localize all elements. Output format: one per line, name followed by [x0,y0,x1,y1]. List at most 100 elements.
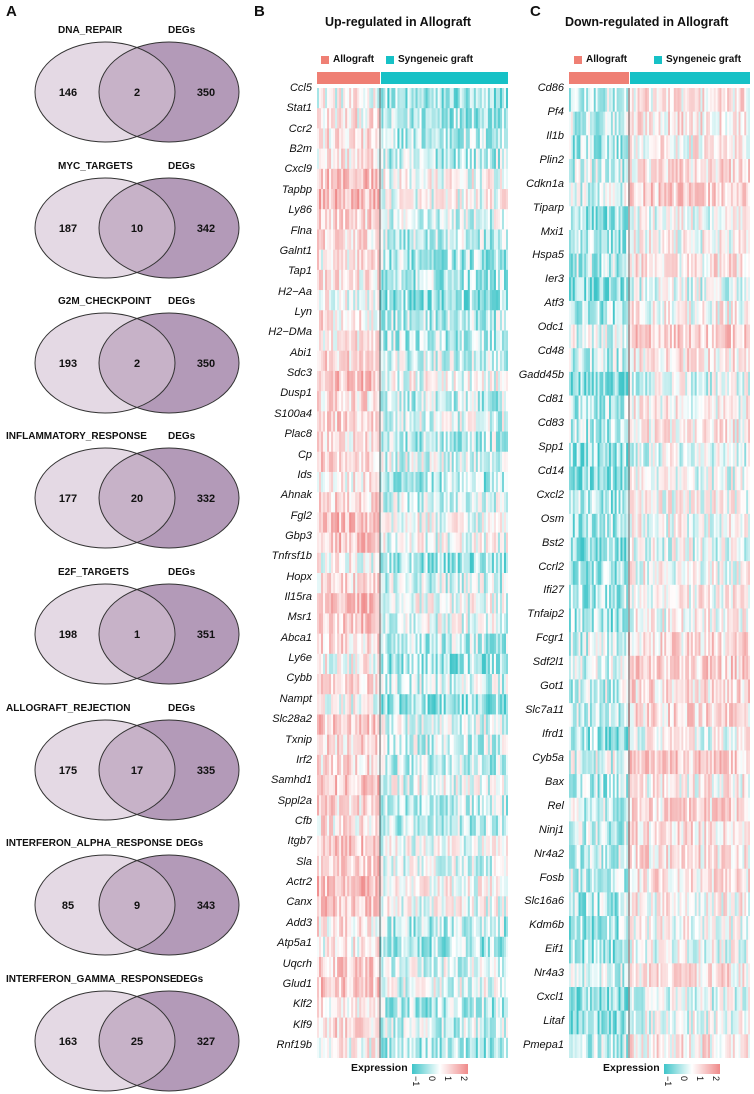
venn-count-left: 85 [62,900,74,912]
panel-label-b: B [254,3,265,20]
venn-outline [98,990,240,1092]
gene-label: Sdf2l1 [532,656,564,669]
gene-label: Uqcrh [282,957,312,970]
gene-label: Got1 [540,680,564,693]
venn-count-overlap: 1 [134,629,140,641]
gene-label: Cybb [286,672,312,685]
colorbar-tick: 1 [695,1076,705,1082]
venn-outline [34,41,176,143]
venn-count-overlap: 20 [131,493,143,505]
gene-label: Nr4a2 [534,847,564,860]
venn-circles: 198 1 351 [34,583,240,685]
venn-outline [98,583,240,685]
venn-count-overlap: 9 [134,900,140,912]
allograft-swatch [321,55,329,64]
venn-outline [34,719,176,821]
gene-label: Msr1 [287,611,312,624]
gene-label: Litaf [543,1015,564,1028]
venn-outline [98,312,240,414]
gene-label: S100a4 [274,407,312,420]
venn-outline [34,854,176,956]
venn-circles: 85 9 343 [34,854,240,956]
venn-circles: 163 25 327 [34,990,240,1092]
heatmap-b-title: Up-regulated in Allograft [325,15,472,29]
gene-label: Mxi1 [540,225,564,238]
colorbar-tick: 2 [711,1076,721,1082]
heatmap-c-colorbar [664,1064,720,1074]
allograft-swatch [574,55,582,64]
venn-count-right: 335 [197,765,215,777]
venn-count-right: 350 [197,87,215,99]
venn-circles: 193 2 350 [34,312,240,414]
venn-degs-label: DEGs [168,161,196,172]
allograft-annotation-bar [569,72,629,84]
venn-count-right: 342 [197,223,215,235]
gene-label: Osm [540,512,564,525]
gene-label: Ccl5 [289,82,312,94]
gene-label: Cp [297,448,312,461]
gene-label: Kdm6b [529,919,564,932]
gene-label: Cd48 [537,345,564,358]
gene-label: Rel [547,799,564,812]
heatmap-c-expression-label: Expression [603,1062,660,1074]
gene-label: Samhd1 [271,774,312,787]
gene-label: Cxcl1 [536,991,564,1004]
venn-diagram: INTERFERON_GAMMA_RESPONSE DEGs 163 25 327 [0,957,260,1092]
gene-label: Flna [290,224,312,237]
venn-degs-label: DEGs [168,296,196,307]
gene-label: Cxcl2 [536,488,564,501]
gene-label: Ahnak [280,489,312,502]
gene-label: Ccr2 [288,122,312,135]
gene-label: Ifi27 [543,584,564,597]
gene-label: Dusp1 [280,387,312,400]
venn-circles: 187 10 342 [34,177,240,279]
venn-overlap-region [99,720,175,820]
gene-label: Fcgr1 [535,632,564,645]
gene-label: Bst2 [541,536,564,549]
gene-label: Eif1 [545,943,564,956]
venn-diagram: DNA_REPAIR DEGs 146 2 350 [0,8,260,143]
gene-label: Ly86 [288,204,312,217]
gene-label: Abi1 [289,346,312,359]
venn-set-label: INTERFERON_GAMMA_RESPONSE [6,974,177,985]
gene-label: Itgb7 [287,835,312,848]
legend-label: Allograft [333,54,375,65]
heatmap-cells [569,88,750,1058]
venn-overlap-region [99,991,175,1091]
syngeneic-annotation-bar [381,72,508,84]
gene-label: Nampt [279,692,312,705]
gene-label: Cxcl9 [284,163,312,176]
venn-overlap-region [99,448,175,548]
gene-label: Atf3 [544,297,564,310]
gene-label: Gadd45b [518,369,564,382]
venn-count-right: 343 [197,900,215,912]
gene-label: Plac8 [284,428,312,441]
venn-count-overlap: 2 [134,358,140,370]
venn-outline [34,177,176,279]
venn-outline [34,312,176,414]
venn-outline [98,719,240,821]
legend-label: Syngeneic graft [398,54,474,65]
gene-label: Ccrl2 [538,560,564,573]
gene-label: Cd14 [537,464,564,477]
venn-set-label: DNA_REPAIR [58,25,123,36]
heatmap-cells [317,88,508,1058]
legend-label: Syngeneic graft [666,54,742,65]
gene-label: Atp5a1 [277,937,312,950]
gene-label: Glud1 [282,977,312,990]
venn-count-overlap: 17 [131,765,143,777]
panel-label-a: A [6,3,17,20]
venn-count-overlap: 25 [131,1036,143,1048]
syngeneic-swatch [654,55,662,64]
gene-label: Cfb [294,815,312,828]
panel-label-c: C [530,3,541,20]
heatmap-b-legend-allograft: Allograft [321,54,374,65]
colorbar-tick: −1 [411,1076,421,1087]
gene-label: Tnfrsf1b [271,550,312,563]
gene-label: Spp1 [538,440,564,453]
gene-label: Abca1 [280,631,312,644]
venn-circles: 177 20 332 [34,447,240,549]
gene-label: Ifrd1 [541,727,564,740]
gene-label: Tiparp [532,201,564,214]
gene-label: Il15ra [284,591,312,604]
